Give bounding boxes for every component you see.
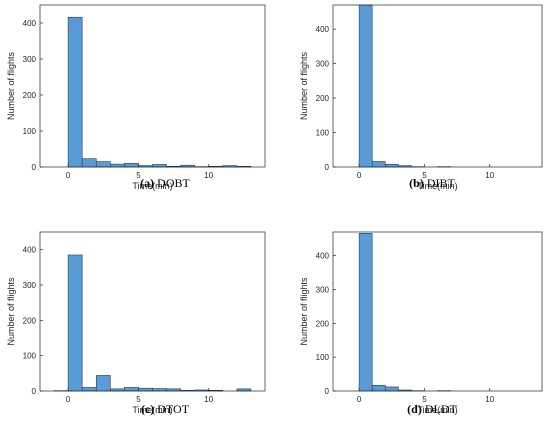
x-tick-label: 0 xyxy=(66,171,71,180)
x-tick-label: 10 xyxy=(485,395,494,404)
y-tick-label: 200 xyxy=(23,91,37,100)
x-axis-label: Time(min) xyxy=(132,181,172,191)
histogram-bar xyxy=(124,163,139,168)
histogram-bar xyxy=(81,158,97,168)
caption-tag: (b) xyxy=(409,176,424,190)
axes-frame xyxy=(332,231,543,392)
histogram-bar xyxy=(152,388,167,392)
x-axis-label: Time(min) xyxy=(417,181,457,191)
histogram-bar xyxy=(124,387,139,392)
histogram-bar xyxy=(358,4,373,168)
x-tick-label: 10 xyxy=(204,171,213,180)
caption-name: DOBT xyxy=(154,176,190,190)
caption-tag: (a) xyxy=(140,176,154,190)
x-tick-label: 5 xyxy=(136,395,141,404)
histogram-bar xyxy=(95,161,111,168)
x-tick-label: 0 xyxy=(357,395,362,404)
histogram-bar xyxy=(67,16,83,168)
y-tick-label: 300 xyxy=(23,281,37,290)
y-tick-label: 400 xyxy=(23,19,37,28)
histogram-bar xyxy=(384,163,399,168)
y-axis-label: Number of flights xyxy=(6,277,16,346)
y-axis-label: Number of flights xyxy=(299,51,309,120)
caption-tag: (d) xyxy=(407,402,422,416)
caption-name: DTOT xyxy=(154,402,189,416)
y-tick-label: 400 xyxy=(316,25,330,34)
y-tick-label: 300 xyxy=(316,60,330,69)
caption-tag: (c) xyxy=(141,402,154,416)
x-tick-label: 5 xyxy=(422,171,427,180)
x-tick-label: 0 xyxy=(357,171,362,180)
axes-frame xyxy=(39,4,266,168)
histogram-bar xyxy=(358,233,373,392)
x-tick-label: 10 xyxy=(485,171,494,180)
y-tick-label: 100 xyxy=(316,353,330,362)
axes-frame xyxy=(332,4,543,168)
histogram-bar xyxy=(384,386,399,392)
caption-c: (c) DTOT xyxy=(141,402,190,416)
caption-name: DIBT xyxy=(424,176,456,190)
histogram-bar xyxy=(371,161,386,168)
y-tick-label: 300 xyxy=(23,55,37,64)
y-tick-label: 400 xyxy=(316,252,330,261)
y-axis-label: Number of flights xyxy=(299,277,309,346)
histogram-bar xyxy=(110,163,125,168)
x-axis-label: Time(min) xyxy=(417,405,457,415)
y-tick-label: 0 xyxy=(325,387,330,396)
chart-panel-d: 0 100 200 300 400 0 5 10 Time(min) Number of flig… xyxy=(299,231,543,416)
histogram-bar xyxy=(138,387,153,392)
y-tick-label: 400 xyxy=(23,246,37,255)
y-tick-label: 300 xyxy=(316,286,330,295)
caption-a: (a) DOBT xyxy=(140,176,190,190)
x-tick-label: 5 xyxy=(136,171,141,180)
y-tick-label: 100 xyxy=(23,352,37,361)
x-tick-label: 0 xyxy=(66,395,71,404)
caption-name: DLDT xyxy=(422,402,458,416)
y-tick-label: 100 xyxy=(23,127,37,136)
caption-b: (b) DIBT xyxy=(409,176,455,190)
y-tick-label: 0 xyxy=(32,387,37,396)
y-axis-label: Number of flights xyxy=(6,51,16,120)
x-axis-label: Time(min) xyxy=(132,405,172,415)
histogram-bar xyxy=(95,375,111,392)
histogram-bar xyxy=(152,164,167,168)
chart-panel-a: 0 100 200 300 400 0 5 10 Time(min) Number of flig… xyxy=(6,4,266,191)
y-tick-label: 0 xyxy=(325,163,330,172)
histogram-bar xyxy=(371,384,386,392)
chart-panel-b: 0 100 200 300 400 0 5 10 Time(min) Number of flig… xyxy=(299,4,543,191)
axes-frame xyxy=(39,231,266,392)
caption-d: (d) DLDT xyxy=(407,402,457,416)
x-tick-label: 10 xyxy=(204,395,213,404)
y-tick-label: 0 xyxy=(32,163,37,172)
histogram-bar xyxy=(81,387,97,392)
y-tick-label: 200 xyxy=(316,94,330,103)
y-tick-label: 100 xyxy=(316,129,330,138)
y-tick-label: 200 xyxy=(23,316,37,325)
y-tick-label: 200 xyxy=(316,319,330,328)
histogram-bar xyxy=(67,254,83,392)
x-tick-label: 5 xyxy=(422,395,427,404)
chart-panel-c: 0 100 200 300 400 0 5 10 Time(min) Number of flig… xyxy=(6,231,266,416)
